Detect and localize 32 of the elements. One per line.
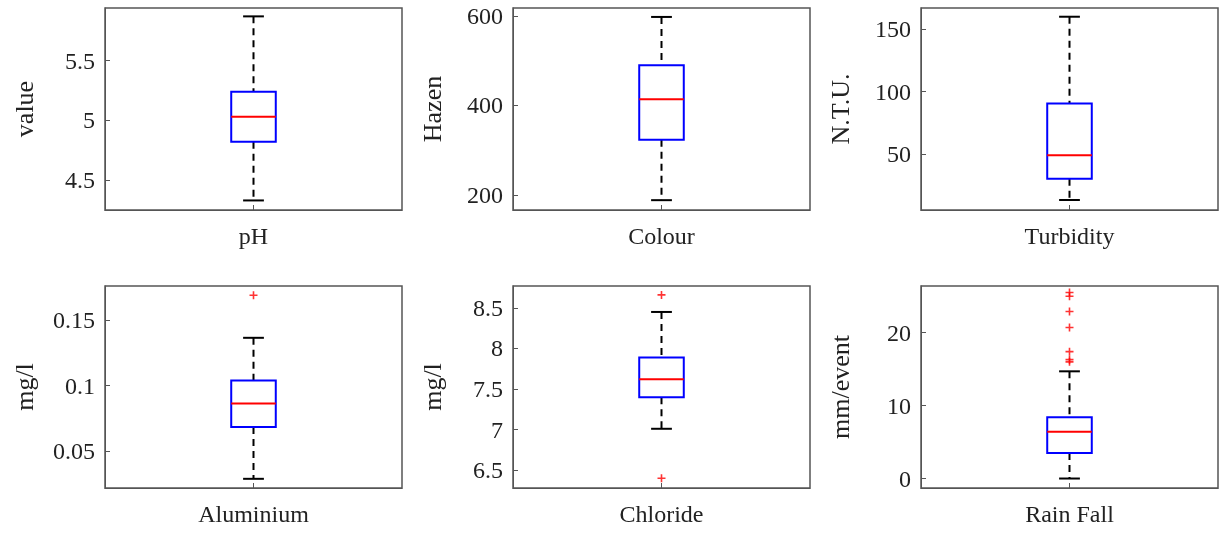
y-tick-label: 8.5 (473, 294, 503, 321)
y-tick-label: 0.05 (53, 438, 95, 465)
y-tick-label: 400 (467, 92, 503, 119)
y-axis-title: value (9, 80, 39, 138)
y-tick-label: 0.1 (65, 372, 95, 399)
x-tick-label: Colour (628, 223, 695, 249)
y-axis-title: N.T.U. (825, 73, 855, 145)
y-tick-label: 10 (887, 392, 911, 419)
y-axis-title: Hazen (417, 75, 447, 143)
y-tick-label: 8 (491, 335, 503, 362)
x-tick-label: Rain Fall (1025, 501, 1115, 527)
y-tick-label: 4.5 (65, 167, 95, 194)
y-tick-label: 5 (83, 107, 95, 134)
x-tick-label: Turbidity (1024, 223, 1115, 249)
y-tick-label: 100 (875, 78, 911, 105)
y-tick-label: 7.5 (473, 376, 503, 403)
x-tick-label: Chloride (619, 501, 704, 527)
x-tick-label: pH (238, 223, 269, 249)
y-axis-title: mg/l (9, 363, 39, 411)
y-tick-label: 600 (467, 3, 503, 30)
y-tick-label: 50 (887, 140, 911, 167)
y-tick-label: 6.5 (473, 457, 503, 484)
x-tick-label: Aluminium (198, 501, 310, 527)
y-tick-label: 200 (467, 181, 503, 208)
y-tick-label: 0.15 (53, 307, 95, 334)
y-tick-label: 0 (899, 465, 911, 492)
y-tick-label: 150 (875, 16, 911, 43)
y-tick-label: 7 (491, 416, 503, 443)
y-tick-label: 5.5 (65, 47, 95, 74)
y-axis-title: mm/event (825, 334, 855, 439)
y-axis-title: mg/l (417, 363, 447, 411)
y-tick-label: 20 (887, 319, 911, 346)
